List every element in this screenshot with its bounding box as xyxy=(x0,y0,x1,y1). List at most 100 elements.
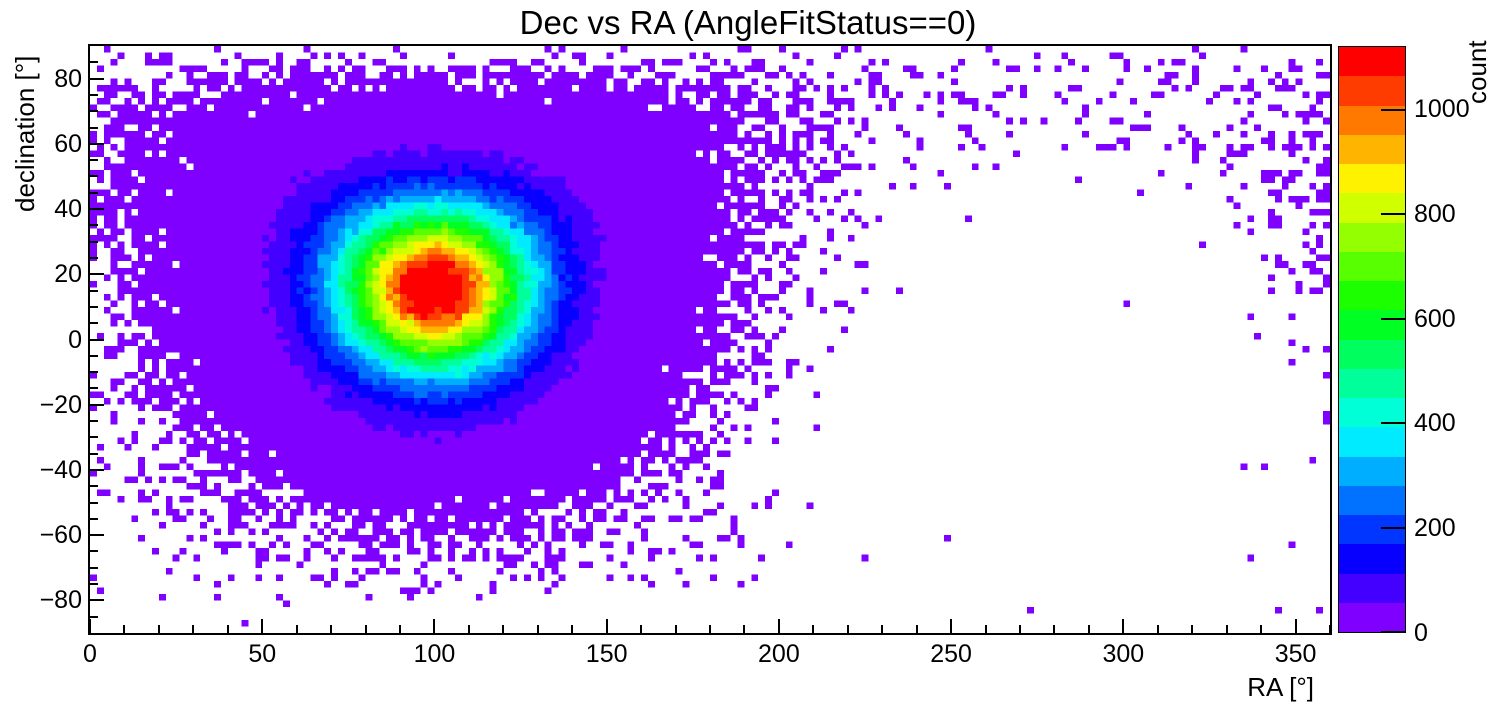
x-minor-tick xyxy=(330,625,333,633)
x-minor-tick xyxy=(1156,625,1159,633)
y-major-tick xyxy=(90,468,104,471)
colorbar-band xyxy=(1339,602,1405,632)
heatmap-canvas xyxy=(90,46,1330,633)
x-tick-label: 300 xyxy=(1102,640,1145,668)
y-tick-label: 0 xyxy=(68,325,82,354)
colorbar xyxy=(1338,46,1406,633)
x-axis-title: RA [°] xyxy=(1247,672,1314,702)
y-tick-label: −60 xyxy=(39,521,82,550)
x-tick-label: 350 xyxy=(1274,640,1317,668)
y-major-tick xyxy=(90,599,104,602)
x-major-tick xyxy=(261,619,264,633)
x-minor-tick xyxy=(881,625,884,633)
colorbar-tick xyxy=(1381,213,1405,215)
colorbar-band xyxy=(1339,222,1405,252)
colorbar-tick xyxy=(1381,422,1405,424)
y-minor-tick xyxy=(90,566,98,569)
colorbar-band xyxy=(1339,134,1405,164)
colorbar-band xyxy=(1339,75,1405,106)
colorbar-band xyxy=(1339,280,1405,311)
y-major-tick xyxy=(90,273,104,276)
colorbar-band xyxy=(1339,514,1405,545)
x-minor-tick xyxy=(709,625,711,633)
colorbar-tick-label: 200 xyxy=(1414,514,1456,543)
colorbar-tick-label: 600 xyxy=(1414,304,1456,333)
colorbar-tick-label: 0 xyxy=(1414,619,1428,647)
y-minor-tick xyxy=(90,224,98,227)
x-minor-tick xyxy=(467,625,470,633)
y-tick-label: −20 xyxy=(39,390,82,419)
colorbar-band xyxy=(1339,485,1405,515)
y-minor-tick xyxy=(90,322,98,325)
y-minor-tick xyxy=(90,93,98,96)
y-tick-label: 40 xyxy=(54,195,82,224)
colorbar-band xyxy=(1339,251,1405,281)
y-minor-tick xyxy=(90,452,98,455)
x-tick-label: 50 xyxy=(248,640,277,668)
y-minor-tick xyxy=(90,305,98,308)
y-minor-tick xyxy=(90,191,98,194)
y-tick-label: −40 xyxy=(39,455,82,484)
y-tick-label: −80 xyxy=(39,586,82,615)
y-minor-tick xyxy=(90,126,98,129)
y-minor-tick xyxy=(90,371,98,374)
x-minor-tick xyxy=(536,625,539,633)
x-tick-label: 250 xyxy=(930,640,972,668)
x-major-tick xyxy=(1122,619,1125,633)
x-minor-tick xyxy=(674,625,677,633)
x-minor-tick xyxy=(192,625,195,633)
y-minor-tick xyxy=(90,583,98,586)
y-minor-tick xyxy=(90,354,98,357)
colorbar-band xyxy=(1339,426,1405,457)
x-minor-tick xyxy=(1191,625,1194,633)
y-minor-tick xyxy=(90,517,98,520)
y-minor-tick xyxy=(90,387,98,390)
x-minor-tick xyxy=(984,625,987,633)
colorbar-band xyxy=(1339,339,1405,369)
x-minor-tick xyxy=(571,625,574,633)
colorbar-band xyxy=(1339,163,1405,194)
x-minor-tick xyxy=(399,625,401,633)
x-tick-label: 150 xyxy=(585,640,628,668)
colorbar-band xyxy=(1339,543,1405,574)
x-minor-tick xyxy=(915,625,918,633)
colorbar-tick xyxy=(1381,527,1405,529)
y-minor-tick xyxy=(90,61,98,64)
colorbar-band xyxy=(1339,309,1405,340)
y-minor-tick xyxy=(90,615,98,618)
x-tick-label: 0 xyxy=(83,640,97,668)
y-major-tick xyxy=(90,208,104,211)
x-tick-label: 200 xyxy=(758,640,800,668)
colorbar-tick xyxy=(1381,631,1405,633)
x-minor-tick xyxy=(1019,625,1021,633)
y-minor-tick xyxy=(90,240,98,243)
x-major-tick xyxy=(1294,619,1297,633)
x-minor-tick xyxy=(295,625,298,633)
y-minor-tick xyxy=(90,436,98,439)
y-tick-label: 20 xyxy=(54,260,82,289)
x-minor-tick xyxy=(812,625,815,633)
y-minor-tick xyxy=(90,501,98,504)
y-minor-tick xyxy=(90,110,98,113)
y-major-tick xyxy=(90,534,104,537)
colorbar-band xyxy=(1339,573,1405,603)
x-minor-tick xyxy=(157,625,160,633)
x-major-tick xyxy=(605,619,608,633)
x-minor-tick xyxy=(1260,625,1263,633)
x-major-tick xyxy=(433,619,436,633)
x-minor-tick xyxy=(123,625,126,633)
y-minor-tick xyxy=(90,289,98,292)
y-major-tick xyxy=(90,338,104,341)
y-minor-tick xyxy=(90,550,98,553)
y-minor-tick xyxy=(90,175,98,178)
x-minor-tick xyxy=(364,625,367,633)
y-minor-tick xyxy=(90,485,98,488)
colorbar-band xyxy=(1339,456,1405,486)
x-major-tick xyxy=(950,619,953,633)
y-minor-tick xyxy=(90,420,98,423)
colorbar-band xyxy=(1339,46,1405,77)
x-major-tick xyxy=(89,619,91,633)
y-minor-tick xyxy=(90,256,98,259)
x-minor-tick xyxy=(502,625,505,633)
x-minor-tick xyxy=(226,625,229,633)
